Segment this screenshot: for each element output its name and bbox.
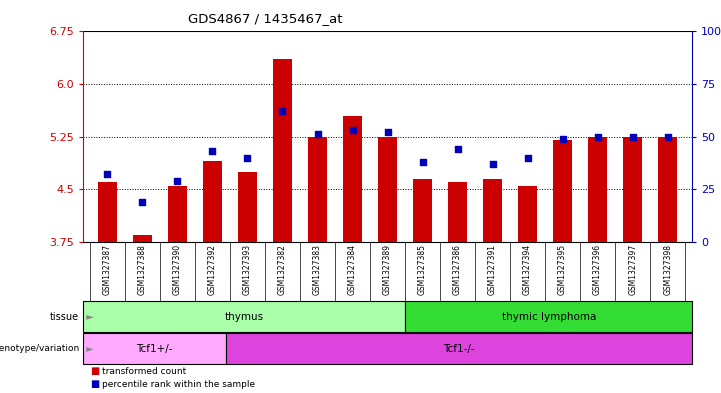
Bar	[588, 136, 607, 242]
Text: GSM1327385: GSM1327385	[418, 244, 427, 295]
Text: GSM1327383: GSM1327383	[313, 244, 322, 295]
Bar	[308, 136, 327, 242]
Text: thymic lymphoma: thymic lymphoma	[502, 312, 596, 322]
Text: GSM1327387: GSM1327387	[103, 244, 112, 295]
Text: ►: ►	[80, 343, 94, 354]
Point	[592, 133, 603, 140]
Text: GSM1327386: GSM1327386	[453, 244, 462, 295]
Bar	[226, 333, 692, 364]
Text: GSM1327394: GSM1327394	[523, 244, 532, 296]
Text: GSM1327382: GSM1327382	[278, 244, 287, 295]
Text: ■: ■	[90, 379, 99, 389]
Text: GSM1327389: GSM1327389	[383, 244, 392, 295]
Point	[277, 108, 288, 114]
Text: GSM1327388: GSM1327388	[138, 244, 147, 295]
Bar	[83, 301, 405, 332]
Point	[172, 178, 183, 184]
Bar	[168, 185, 187, 242]
Point	[137, 198, 149, 205]
Text: GSM1327396: GSM1327396	[593, 244, 602, 296]
Bar	[83, 333, 226, 364]
Point	[242, 154, 253, 161]
Text: GSM1327395: GSM1327395	[558, 244, 567, 296]
Bar	[238, 172, 257, 242]
Bar	[483, 178, 503, 242]
Point	[102, 171, 113, 178]
Text: GDS4867 / 1435467_at: GDS4867 / 1435467_at	[188, 12, 343, 25]
Text: GSM1327397: GSM1327397	[628, 244, 637, 296]
Bar	[518, 185, 537, 242]
Bar	[378, 136, 397, 242]
Point	[662, 133, 673, 140]
Text: GSM1327384: GSM1327384	[348, 244, 357, 295]
Point	[347, 127, 358, 133]
Text: GSM1327390: GSM1327390	[173, 244, 182, 296]
Bar	[98, 182, 117, 242]
Point	[382, 129, 394, 136]
Bar	[448, 182, 467, 242]
Bar	[405, 301, 692, 332]
Point	[311, 131, 323, 138]
Text: ■: ■	[90, 366, 99, 376]
Bar	[413, 178, 432, 242]
Text: ►: ►	[80, 312, 94, 322]
Text: percentile rank within the sample: percentile rank within the sample	[102, 380, 255, 389]
Point	[487, 161, 498, 167]
Text: thymus: thymus	[225, 312, 264, 322]
Bar	[343, 116, 362, 242]
Point	[522, 154, 534, 161]
Bar	[658, 136, 677, 242]
Point	[452, 146, 464, 152]
Bar	[203, 161, 222, 242]
Bar	[273, 59, 292, 242]
Point	[627, 133, 638, 140]
Bar	[623, 136, 642, 242]
Text: GSM1327398: GSM1327398	[663, 244, 672, 295]
Bar	[553, 140, 572, 242]
Text: Tcf1+/-: Tcf1+/-	[136, 343, 173, 354]
Point	[557, 136, 568, 142]
Text: GSM1327391: GSM1327391	[488, 244, 497, 295]
Point	[417, 159, 428, 165]
Text: GSM1327393: GSM1327393	[243, 244, 252, 296]
Text: genotype/variation: genotype/variation	[0, 344, 79, 353]
Point	[207, 148, 218, 154]
Bar	[133, 235, 152, 242]
Text: transformed count: transformed count	[102, 367, 187, 376]
Text: GSM1327392: GSM1327392	[208, 244, 217, 295]
Text: Tcf1-/-: Tcf1-/-	[443, 343, 475, 354]
Text: tissue: tissue	[50, 312, 79, 322]
